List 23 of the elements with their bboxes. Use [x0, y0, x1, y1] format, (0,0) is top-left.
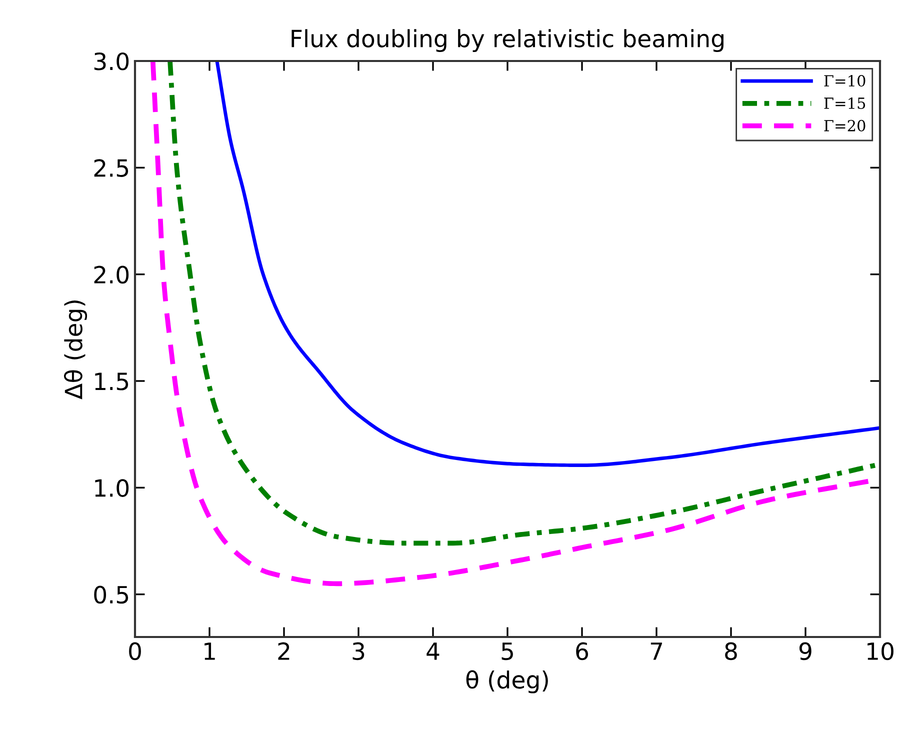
y-tick-label: 1.0 — [95, 479, 129, 497]
x-tick-label: 2 — [278, 642, 290, 660]
x-tick-label: 1 — [204, 642, 215, 660]
y-axis-title: Δθ (deg) — [64, 300, 88, 400]
y-tick-label: 0.5 — [94, 586, 128, 604]
x-axis-title: θ (deg) — [466, 670, 548, 694]
y-tick-label: 1.5 — [95, 372, 128, 390]
legend-label: Γ=20 — [824, 120, 866, 132]
x-tick-label: 6 — [576, 642, 588, 660]
legend-label: Γ=15 — [824, 97, 866, 109]
x-tick-label: 3 — [352, 642, 364, 660]
y-tick-label: 2.5 — [94, 159, 128, 177]
legend-label: Γ=10 — [824, 75, 866, 87]
x-tick-label: 8 — [725, 642, 737, 660]
x-tick-label: 9 — [799, 642, 812, 660]
x-tick-label: 5 — [502, 642, 513, 660]
x-tick-label: 10 — [868, 642, 894, 660]
x-tick-label: 7 — [650, 642, 662, 660]
chart-title: Flux doubling by relativistic beaming — [292, 29, 724, 52]
y-tick-label: 2.0 — [94, 266, 129, 284]
y-tick-label: 3.0 — [94, 52, 129, 70]
x-tick-label: 0 — [129, 642, 141, 660]
x-tick-label: 4 — [426, 642, 440, 660]
